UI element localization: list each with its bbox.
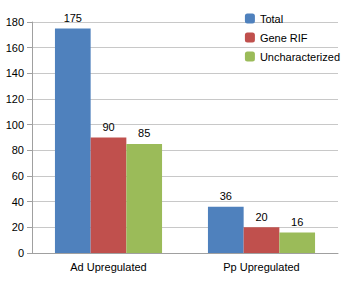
- svg-text:20: 20: [12, 221, 24, 233]
- svg-text:20: 20: [255, 211, 267, 223]
- svg-text:0: 0: [18, 247, 24, 259]
- svg-text:175: 175: [64, 12, 82, 24]
- svg-text:16: 16: [291, 216, 303, 228]
- svg-text:160: 160: [6, 42, 24, 54]
- svg-text:Pp Upregulated: Pp Upregulated: [223, 261, 299, 273]
- svg-text:120: 120: [6, 93, 24, 105]
- svg-text:80: 80: [12, 144, 24, 156]
- svg-text:Uncharacterized: Uncharacterized: [260, 51, 340, 63]
- svg-text:90: 90: [102, 121, 114, 133]
- svg-text:140: 140: [6, 67, 24, 79]
- svg-text:36: 36: [220, 190, 232, 202]
- svg-text:85: 85: [138, 127, 150, 139]
- svg-text:40: 40: [12, 196, 24, 208]
- svg-text:Gene RIF: Gene RIF: [260, 32, 308, 44]
- svg-text:180: 180: [6, 16, 24, 28]
- svg-text:100: 100: [6, 119, 24, 131]
- svg-text:Ad Upregulated: Ad Upregulated: [70, 261, 146, 273]
- svg-text:Total: Total: [260, 13, 283, 25]
- svg-text:60: 60: [12, 170, 24, 182]
